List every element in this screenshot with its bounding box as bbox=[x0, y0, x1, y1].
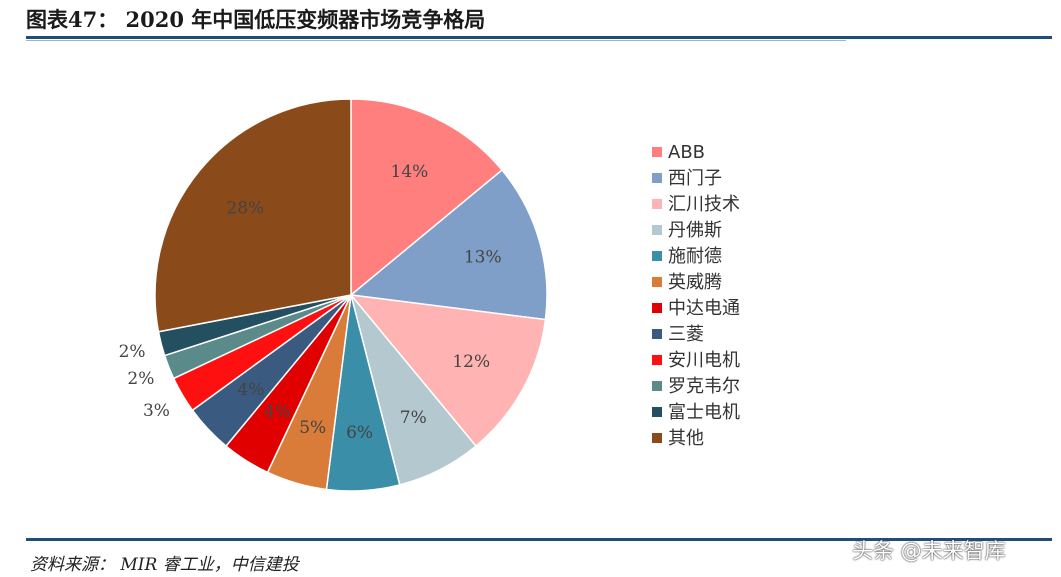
pie-value-labels: 14% 13% 12% 7% 6% 5% 4%4% 3% 2% 2% 28% bbox=[119, 162, 502, 443]
legend-swatch-5 bbox=[652, 277, 662, 287]
legend-swatch-3 bbox=[652, 225, 662, 235]
pie-slices bbox=[154, 98, 548, 492]
legend-swatch-6 bbox=[652, 303, 662, 313]
legend-label-10: 富士电机 bbox=[668, 402, 740, 423]
chart-title: 图表47： 2020 年中国低压变频器市场竞争格局 bbox=[26, 7, 486, 32]
legend-label-7: 三菱 bbox=[668, 324, 704, 345]
pie-value-label-6: 4% bbox=[264, 402, 291, 422]
pie-slice-2 bbox=[349, 294, 547, 448]
pie-value-label-10: 2% bbox=[119, 342, 146, 362]
legend-label-11: 其他 bbox=[668, 428, 704, 449]
pie-value-label-4: 6% bbox=[346, 423, 373, 443]
watermark: 头条 @未来智库 bbox=[852, 539, 1006, 563]
legend-swatch-1 bbox=[652, 173, 662, 183]
legend-swatch-0 bbox=[652, 147, 662, 157]
legend-label-5: 英威腾 bbox=[668, 272, 722, 293]
legend-label-3: 丹佛斯 bbox=[668, 220, 722, 241]
pie-value-label-5: 5% bbox=[299, 418, 326, 438]
pie-value-label-8: 3% bbox=[143, 401, 170, 421]
pie-value-label-1: 13% bbox=[464, 248, 502, 268]
legend-swatch-11 bbox=[652, 433, 662, 443]
legend-label-2: 汇川技术 bbox=[668, 194, 740, 215]
legend-label-4: 施耐德 bbox=[668, 246, 722, 267]
pie-value-label-2: 12% bbox=[452, 352, 490, 372]
pie-value-label-7: 4% bbox=[237, 380, 264, 400]
footer-divider bbox=[26, 538, 1052, 541]
pie-value-label-11: 28% bbox=[226, 199, 264, 219]
legend-label-9: 罗克韦尔 bbox=[668, 376, 740, 397]
legend-swatch-10 bbox=[652, 407, 662, 417]
title-divider bbox=[26, 36, 1052, 39]
title-divider-thin bbox=[26, 40, 846, 41]
legend-label-1: 西门子 bbox=[668, 168, 722, 189]
legend-label-6: 中达电通 bbox=[668, 298, 740, 319]
legend-swatch-4 bbox=[652, 251, 662, 261]
source-note: 资料来源： MIR 睿工业，中信建投 bbox=[30, 555, 299, 575]
pie-slice-1 bbox=[349, 169, 548, 321]
legend-swatch-7 bbox=[652, 329, 662, 339]
legend-label-8: 安川电机 bbox=[668, 350, 740, 371]
pie-chart: 14% 13% 12% 7% 6% 5% 4%4% 3% 2% 2% 28% ABB 西门子汇川技术丹… bbox=[119, 98, 740, 492]
pie-value-label-9: 2% bbox=[127, 369, 154, 389]
pie-value-label-0: 14% bbox=[391, 162, 429, 182]
legend-swatch-8 bbox=[652, 355, 662, 365]
pie-slice-0 bbox=[350, 98, 504, 297]
legend-swatch-9 bbox=[652, 381, 662, 391]
legend-label-0: ABB bbox=[668, 142, 705, 163]
pie-value-label-3: 7% bbox=[400, 408, 427, 428]
pie-slice-11 bbox=[154, 98, 352, 333]
legend-swatch-2 bbox=[652, 199, 662, 209]
